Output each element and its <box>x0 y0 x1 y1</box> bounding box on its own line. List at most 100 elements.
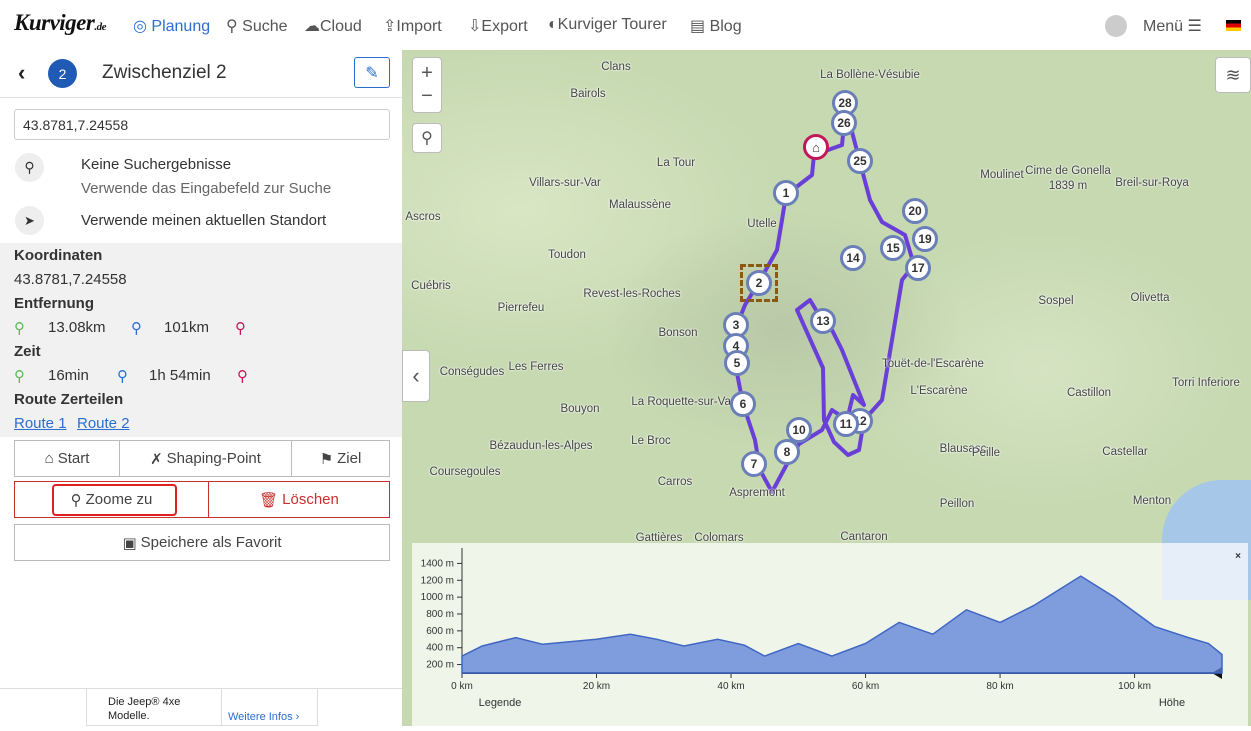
locate-option[interactable]: Verwende meinen aktuellen Standort <box>81 212 327 229</box>
locate-button[interactable]: ⚲ <box>412 123 442 153</box>
place-label: La Bollène-Vésubie <box>820 69 920 81</box>
y-tick-label: 1400 m <box>421 558 454 569</box>
place-label: Cantaron <box>840 531 888 543</box>
back-button[interactable]: ‹ <box>18 60 26 85</box>
waypoint-marker[interactable]: 10 <box>786 417 812 443</box>
waypoint-marker[interactable]: 11 <box>833 411 859 437</box>
place-label: 1839 m <box>1048 180 1088 192</box>
zoom-out[interactable]: − <box>421 85 433 107</box>
nav-blog[interactable]: ▤ Blog <box>690 18 742 35</box>
waypoint-marker[interactable]: 17 <box>905 255 931 281</box>
waypoint-marker[interactable]: 8 <box>774 439 800 465</box>
home-marker[interactable]: ⌂ <box>803 134 829 160</box>
highlight-box <box>52 484 177 516</box>
waypoint-marker[interactable]: 14 <box>840 245 866 271</box>
start-button[interactable]: ⌂ Start <box>14 440 120 477</box>
zoom-in[interactable]: + <box>421 62 433 84</box>
nav-label: Export <box>481 18 528 35</box>
x-tick-label: 60 km <box>852 681 879 692</box>
flag[interactable] <box>1226 20 1241 31</box>
waypoint-marker[interactable]: 20 <box>902 198 928 224</box>
y-tick-label: 800 m <box>426 609 454 620</box>
navbar: Kurviger.de ◎ Planung ⚲ Suche ☁Cloud ⇪Im… <box>0 0 1251 51</box>
edit-button[interactable]: ✎ <box>354 57 390 88</box>
nav-label: Suche <box>242 18 288 35</box>
nav-tourer[interactable]: ◐Kurviger Tourer <box>548 16 667 33</box>
delete-button[interactable]: 🗑 Löschen <box>208 481 390 518</box>
nav-import[interactable]: ⇪Import <box>383 18 442 35</box>
y-tick-label: 1000 m <box>421 592 454 603</box>
coords-label: Koordinaten <box>14 247 103 264</box>
nav-label: Planung <box>151 18 211 35</box>
waypoint-marker[interactable]: 1 <box>773 180 799 206</box>
time-label: Zeit <box>14 343 41 360</box>
nav-cloud[interactable]: ☁Cloud <box>304 18 362 35</box>
nav-label: Cloud <box>320 18 362 35</box>
place-label: Villars-sur-Var <box>529 177 601 189</box>
place-label: Bouyon <box>560 403 600 415</box>
ad-text: Die Jeep® 4xe Modelle. <box>108 696 181 722</box>
place-label: Torri Inferiore <box>1172 377 1240 389</box>
distance-to: 101km <box>164 319 210 336</box>
y-tick-label: 400 m <box>426 643 454 654</box>
distance-label: Entfernung <box>14 295 94 312</box>
elevation-area <box>461 575 1223 674</box>
place-label: Bézaudun-les-Alpes <box>489 440 593 452</box>
time-to: 1h 54min <box>149 367 211 384</box>
place-label: Colomars <box>694 532 744 544</box>
nav-suche[interactable]: ⚲ Suche <box>226 18 288 35</box>
waypoint-marker[interactable]: 15 <box>880 235 906 261</box>
menu[interactable]: Menü ☰ <box>1143 18 1202 35</box>
place-label: Cuébris <box>411 280 451 292</box>
shaping-button[interactable]: ✗ Shaping-Point <box>119 440 292 477</box>
place-label: Gattières <box>635 532 683 544</box>
ziel-button[interactable]: ⚑ Ziel <box>291 440 390 477</box>
place-label: Conségudes <box>439 366 505 378</box>
place-label: Malaussène <box>608 199 672 211</box>
ad-link[interactable]: Weitere Infos › <box>228 711 300 723</box>
y-tick-label: 1200 m <box>421 575 454 586</box>
waypoint-title: Zwischenziel 2 <box>102 62 227 83</box>
waypoint-marker[interactable]: 19 <box>912 226 938 252</box>
place-label: Toudon <box>548 249 586 261</box>
y-tick-label: 200 m <box>426 660 454 671</box>
nav-label: Import <box>396 18 442 35</box>
waypoint-marker[interactable]: 6 <box>730 391 756 417</box>
place-label: Pierrefeu <box>497 302 545 314</box>
locate-icon[interactable]: ➤ <box>15 206 44 235</box>
layers-button[interactable]: ≋ <box>1215 57 1251 93</box>
place-label: Clans <box>601 61 631 73</box>
logo-suffix: .de <box>94 21 106 33</box>
collapse-panel[interactable]: ‹ <box>402 350 430 402</box>
coordinate-input[interactable]: 43.8781,7.24558 <box>14 109 390 140</box>
waypoint-marker[interactable]: 7 <box>741 451 767 477</box>
pin-red: ⚲ <box>237 368 248 385</box>
legend-label: Legende <box>479 697 522 709</box>
button-label: Zoome zu <box>85 491 153 508</box>
route-link[interactable]: Route 1 <box>14 415 67 432</box>
nav-planung[interactable]: ◎ Planung <box>133 18 211 35</box>
waypoint-marker[interactable]: 25 <box>847 148 873 174</box>
waypoint-marker[interactable]: 2 <box>746 270 772 296</box>
y-tick-label: 600 m <box>426 626 454 637</box>
place-label: Touët-de-l'Escarène <box>882 358 984 370</box>
logo-text: Kurviger <box>14 10 95 35</box>
details-section <box>0 243 402 437</box>
route-link[interactable]: Route 2 <box>77 415 130 432</box>
favorite-button[interactable]: ▣ Speichere als Favorit <box>14 524 390 561</box>
divider <box>221 688 222 726</box>
pin-red: ⚲ <box>235 320 246 337</box>
place-label: Bairols <box>570 88 606 100</box>
logo[interactable]: Kurviger.de <box>14 10 106 36</box>
avatar[interactable] <box>1105 15 1127 37</box>
waypoint-marker[interactable]: 26 <box>831 110 857 136</box>
waypoint-marker[interactable]: 5 <box>724 350 750 376</box>
waypoint-marker[interactable]: 3 <box>723 312 749 338</box>
close-button[interactable]: × <box>1235 551 1241 562</box>
waypoint-marker[interactable]: 13 <box>810 308 836 334</box>
x-tick-label: 0 km <box>451 681 473 692</box>
place-label: Menton <box>1132 495 1172 507</box>
nav-export[interactable]: ⇩Export <box>468 18 528 35</box>
button-label: Speichere als Favorit <box>140 534 282 551</box>
